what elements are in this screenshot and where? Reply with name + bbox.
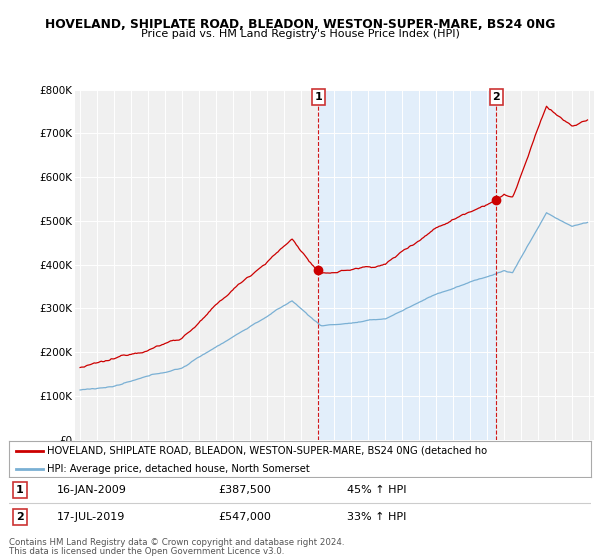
- Text: £387,500: £387,500: [218, 485, 271, 495]
- Text: 2: 2: [493, 92, 500, 102]
- Text: 1: 1: [314, 92, 322, 102]
- Text: 33% ↑ HPI: 33% ↑ HPI: [347, 512, 406, 522]
- Text: Price paid vs. HM Land Registry's House Price Index (HPI): Price paid vs. HM Land Registry's House …: [140, 29, 460, 39]
- Bar: [318, 90, 496, 440]
- Text: 1: 1: [16, 485, 24, 495]
- Text: 17-JUL-2019: 17-JUL-2019: [57, 512, 125, 522]
- Text: HOVELAND, SHIPLATE ROAD, BLEADON, WESTON-SUPER-MARE, BS24 0NG (detached ho: HOVELAND, SHIPLATE ROAD, BLEADON, WESTON…: [47, 446, 487, 455]
- Text: HOVELAND, SHIPLATE ROAD, BLEADON, WESTON-SUPER-MARE, BS24 0NG: HOVELAND, SHIPLATE ROAD, BLEADON, WESTON…: [45, 18, 555, 31]
- Text: HPI: Average price, detached house, North Somerset: HPI: Average price, detached house, Nort…: [47, 464, 310, 474]
- Text: £547,000: £547,000: [218, 512, 271, 522]
- Text: 16-JAN-2009: 16-JAN-2009: [57, 485, 127, 495]
- Text: Contains HM Land Registry data © Crown copyright and database right 2024.: Contains HM Land Registry data © Crown c…: [9, 538, 344, 547]
- Text: This data is licensed under the Open Government Licence v3.0.: This data is licensed under the Open Gov…: [9, 547, 284, 556]
- Text: 2: 2: [16, 512, 24, 522]
- Text: 45% ↑ HPI: 45% ↑ HPI: [347, 485, 406, 495]
